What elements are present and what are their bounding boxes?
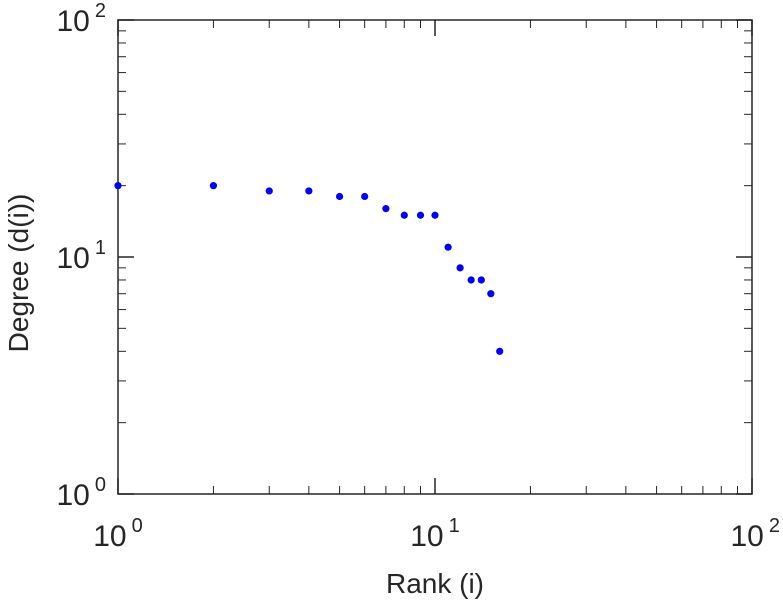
y-tick-label: 10 0 [57, 474, 107, 512]
y-tick-label-base: 10 [57, 242, 90, 275]
minor-ticks [118, 20, 752, 494]
x-tick-label-base: 10 [410, 520, 443, 553]
x-tick-label-exponent: 0 [132, 515, 143, 537]
x-axis-label: Rank (i) [386, 568, 484, 599]
data-point [496, 347, 504, 355]
y-tick-label-base: 10 [57, 5, 90, 38]
y-tick-label-base: 10 [57, 479, 90, 512]
data-point [382, 205, 390, 213]
data-point [335, 192, 344, 201]
data-point [361, 192, 369, 201]
y-axis-label: Degree (d(i)) [3, 194, 34, 353]
data-point [467, 276, 475, 284]
plot-frame [117, 19, 753, 495]
x-tick-label-exponent: 1 [449, 515, 460, 537]
y-tick-label: 10 2 [57, 0, 107, 38]
x-tick-label-base: 10 [93, 520, 126, 553]
data-point [114, 182, 122, 190]
y-tick-label: 10 1 [57, 237, 107, 275]
data-point [400, 211, 408, 219]
y-tick-label-exponent: 0 [95, 474, 106, 496]
data-points [114, 182, 504, 355]
y-tick-label-exponent: 2 [95, 0, 106, 22]
x-tick-label-base: 10 [731, 520, 764, 553]
data-point [305, 187, 313, 195]
data-point [431, 211, 439, 219]
data-point [456, 264, 464, 272]
data-point [209, 182, 218, 190]
data-point [416, 211, 425, 219]
y-tick-label-exponent: 1 [95, 237, 106, 259]
data-point [444, 243, 452, 251]
data-point [265, 187, 273, 195]
x-tick-label: 10 0 [93, 515, 143, 553]
x-tick-label: 10 2 [731, 515, 781, 553]
x-tick-labels: 10 0 10 1 10 2 [93, 515, 780, 553]
x-tick-label-exponent: 2 [769, 515, 780, 537]
data-point [477, 276, 485, 284]
data-point [487, 290, 495, 298]
x-tick-label: 10 1 [410, 515, 460, 553]
